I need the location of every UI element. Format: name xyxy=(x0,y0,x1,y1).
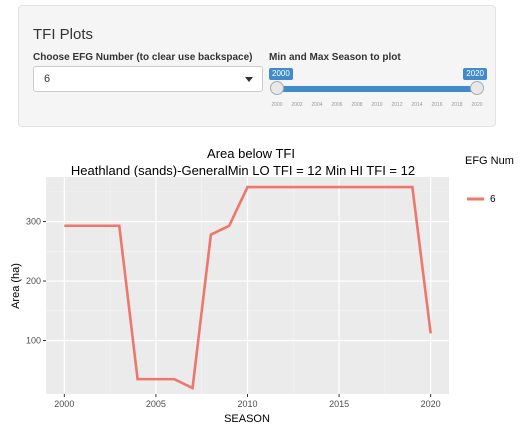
slider-min-badge: 2000 xyxy=(269,68,293,80)
series-lines xyxy=(64,185,432,391)
season-range-slider[interactable]: 2000 2020 2000 2002 2004 2006 2008 2010 2012 20… xyxy=(269,62,487,114)
tfi-plot: Area below TFI Heathland (sands)-General… xyxy=(0,140,520,427)
chart-subtitle: Heathland (sands)-GeneralMin LO TFI = 12… xyxy=(71,163,415,178)
x-axis-label: SEASON xyxy=(224,413,270,425)
legend-title: EFG Num xyxy=(465,155,514,167)
slider-tick-label: 2018 xyxy=(451,102,463,108)
y-axis-label: Area (ha) xyxy=(10,263,22,309)
efg-select-value: 6 xyxy=(44,73,51,85)
slider-tick-label: 2020 xyxy=(471,102,483,108)
y-tick-label: 300 xyxy=(26,217,41,227)
slider-tick-labels: 2000 2002 2004 2006 2008 2010 2012 2014 2016 2018… xyxy=(269,102,487,112)
efg-select-label: Choose EFG Number (to clear use backspac… xyxy=(33,52,253,63)
slider-tick-label: 2004 xyxy=(311,102,323,108)
x-axis: 2000 2005 2010 2015 2020 xyxy=(54,394,441,409)
season-slider-label: Min and Max Season to plot xyxy=(269,52,401,63)
x-tick-label: 2000 xyxy=(54,399,74,409)
slider-tick-label: 2012 xyxy=(391,102,403,108)
x-tick-label: 2005 xyxy=(146,399,166,409)
y-tick-label: 200 xyxy=(26,276,41,286)
series-line-6 xyxy=(64,185,432,391)
panel-title: TFI Plots xyxy=(33,26,94,43)
slider-tick-label: 2006 xyxy=(331,102,343,108)
x-tick-label: 2015 xyxy=(329,399,349,409)
slider-tick-label: 2016 xyxy=(431,102,443,108)
slider-tick-label: 2014 xyxy=(411,102,423,108)
slider-tick-label: 2000 xyxy=(271,102,283,108)
x-tick-label: 2020 xyxy=(421,399,441,409)
slider-tick-label: 2010 xyxy=(371,102,383,108)
y-axis: 100 200 300 xyxy=(26,217,46,345)
efg-select[interactable]: 6 xyxy=(33,66,263,92)
x-tick-label: 2010 xyxy=(237,399,257,409)
grid-lines xyxy=(46,177,449,394)
control-panel: TFI Plots Choose EFG Number (to clear us… xyxy=(18,5,496,127)
slider-max-badge: 2020 xyxy=(463,68,487,80)
slider-max-handle[interactable] xyxy=(470,81,484,95)
chart-title: Area below TFI xyxy=(207,146,295,161)
line-chart: Area below TFI Heathland (sands)-General… xyxy=(8,140,514,427)
slider-min-handle[interactable] xyxy=(270,81,284,95)
legend: EFG Num 6 xyxy=(465,155,514,205)
slider-tick-label: 2002 xyxy=(291,102,303,108)
slider-track[interactable] xyxy=(277,86,477,92)
legend-label-6: 6 xyxy=(490,194,496,205)
slider-tick-label: 2008 xyxy=(351,102,363,108)
y-tick-label: 100 xyxy=(26,335,41,345)
chevron-down-icon xyxy=(245,77,253,82)
